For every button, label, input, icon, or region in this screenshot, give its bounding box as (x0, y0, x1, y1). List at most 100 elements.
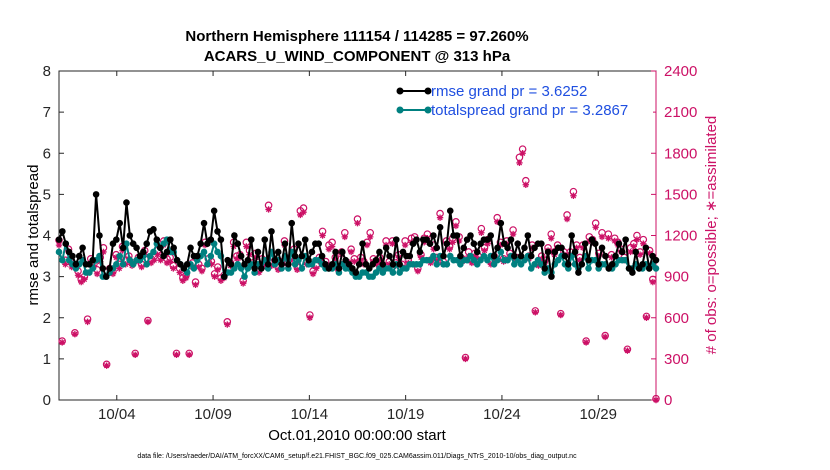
rmse-point (591, 240, 599, 248)
totalspread-point (241, 273, 248, 280)
obs-assimilated-point (332, 256, 339, 264)
rmse-point (487, 232, 495, 239)
rmse-point (446, 207, 454, 215)
totalspread-point (386, 265, 393, 272)
rmse-point (281, 240, 289, 248)
rmse-point (379, 260, 387, 268)
totalspread-point (126, 256, 134, 264)
rmse-point (173, 256, 181, 264)
rmse-point (581, 240, 589, 248)
obs-assimilated-point (144, 318, 152, 326)
obs-assimilated-point (182, 274, 190, 282)
obs-assimilated-point (341, 233, 348, 241)
x-tick-label: 10/04 (98, 406, 136, 423)
rmse-point (96, 232, 103, 239)
obs-assimilated-point (538, 255, 545, 263)
obs-assimilated-point (643, 314, 650, 321)
rmse-point (598, 244, 606, 252)
obs-assimilated-point (598, 233, 606, 241)
obs-assimilated-point (376, 256, 383, 264)
rmse-point (113, 236, 120, 243)
y-right-tick-label: 1500 (664, 186, 697, 203)
rmse-point (440, 252, 447, 260)
rmse-point (649, 252, 656, 260)
totalspread-point (554, 256, 562, 264)
chart-title-line1: Northern Hemisphere 111154 / 114285 = 97… (185, 28, 528, 45)
rmse-point (423, 236, 430, 243)
rmse-point (578, 260, 586, 268)
y-left-tick-label: 1 (43, 351, 51, 368)
legend-totalspread-marker (424, 106, 432, 114)
rmse-point (254, 248, 262, 256)
obs-assimilated-point (592, 224, 599, 231)
rmse-point (62, 240, 70, 248)
rmse-point (75, 252, 83, 260)
obs-assimilated-point (497, 241, 504, 249)
totalspread-point (531, 260, 538, 268)
legend-rmse-marker (396, 87, 404, 95)
legend: rmse grand pr = 3.6252 totalspread grand… (395, 78, 653, 122)
obs-assimilated-point (563, 215, 571, 223)
totalspread-point (113, 260, 120, 268)
rmse-point (369, 260, 376, 268)
totalspread-point (183, 269, 191, 276)
obs-assimilated-point (195, 263, 202, 271)
obs-assimilated-point (74, 272, 82, 279)
legend-rmse-label: rmse grand pr = 3.6252 (431, 83, 587, 100)
totalspread-point (477, 256, 484, 264)
rmse-point (244, 256, 252, 264)
obs-assimilated-point (354, 219, 361, 227)
rmse-point (565, 260, 572, 268)
totalspread-point (376, 265, 383, 272)
obs-assimilated-point (319, 232, 326, 239)
tick-marks (59, 70, 657, 401)
rmse-point (645, 265, 653, 272)
rmse-point (220, 273, 228, 280)
rmse-point (156, 244, 164, 252)
rmse-point (382, 244, 390, 252)
obs-assimilated-point (433, 256, 441, 264)
totalspread-point (473, 260, 481, 268)
rmse-point (180, 265, 188, 272)
chart-title-line2: ACARS_U_WIND_COMPONENT @ 313 hPa (204, 48, 511, 65)
obs-assimilated-point (532, 309, 539, 316)
rmse-point (200, 219, 208, 227)
rmse-point (595, 260, 602, 268)
rmse-point (389, 260, 397, 268)
obs-assimilated-point (417, 254, 425, 261)
rmse-point (376, 248, 383, 256)
obs-assimilated-point (233, 255, 241, 263)
rmse-series (55, 191, 660, 280)
rmse-point (251, 265, 258, 272)
obs-assimilated-point (640, 240, 647, 247)
rmse-point (359, 240, 366, 248)
rmse-point (285, 260, 292, 268)
rmse-point (55, 236, 63, 243)
obs-assimilated-point (112, 254, 120, 261)
totalspread-point (430, 252, 437, 260)
rmse-point (328, 260, 336, 268)
rmse-point (295, 240, 302, 248)
obs-assimilated-point (548, 235, 555, 242)
obs-assimilated-point (646, 250, 653, 257)
totalspread-point (514, 256, 522, 264)
obs-assimilated-point (179, 277, 187, 284)
obs-assimilated-point (208, 261, 215, 268)
rmse-point (399, 248, 407, 256)
rmse-point (386, 252, 393, 260)
obs-assimilated-point (217, 277, 225, 284)
rmse-point (396, 260, 403, 268)
obs-assimilated-point (446, 246, 453, 253)
obs-assimilated-point (579, 244, 587, 252)
obs-assimilated-point (55, 241, 63, 249)
rmse-point (153, 236, 161, 243)
rmse-point (635, 265, 643, 272)
rmse-point (268, 228, 275, 235)
y-left-tick-label: 5 (43, 186, 51, 203)
rmse-point (433, 244, 441, 252)
obs-assimilated-point (300, 208, 307, 216)
rmse-point (352, 269, 360, 276)
rmse-point (618, 248, 626, 256)
rmse-point (335, 265, 343, 272)
obs-assimilated-point (109, 270, 117, 278)
